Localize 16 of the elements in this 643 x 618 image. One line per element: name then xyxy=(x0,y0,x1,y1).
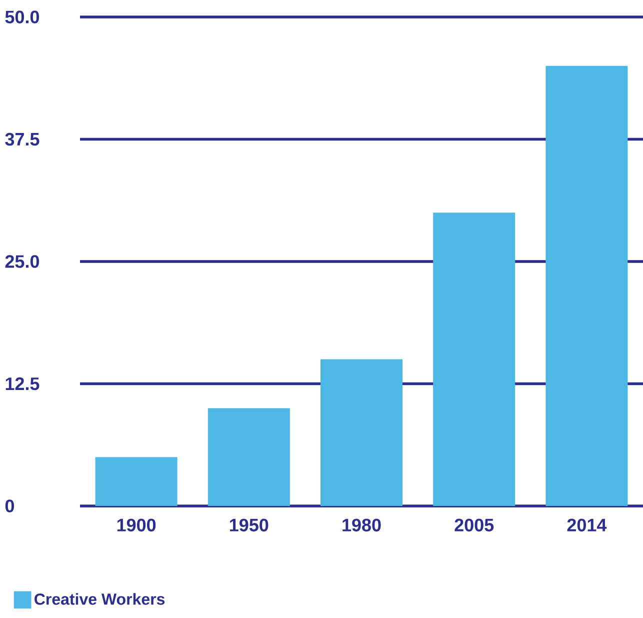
y-tick-label: 25.0 xyxy=(5,255,40,268)
x-tick-label: 2014 xyxy=(567,518,607,532)
y-tick-label: 0 xyxy=(5,500,14,512)
y-tick-label: 50.0 xyxy=(5,10,40,24)
bar xyxy=(208,408,290,506)
bar xyxy=(320,359,402,506)
y-tick-label: 12.5 xyxy=(6,377,40,390)
legend-label: Creative Workers xyxy=(34,593,165,605)
x-tick-label: 2005 xyxy=(454,518,494,532)
y-tick-label: 37.5 xyxy=(5,132,40,146)
bar xyxy=(433,212,516,506)
x-tick-label: 1900 xyxy=(117,518,156,532)
x-tick-label: 1980 xyxy=(342,518,381,532)
bar xyxy=(546,66,628,506)
bar xyxy=(95,457,178,506)
x-tick-label: 1950 xyxy=(230,518,268,532)
